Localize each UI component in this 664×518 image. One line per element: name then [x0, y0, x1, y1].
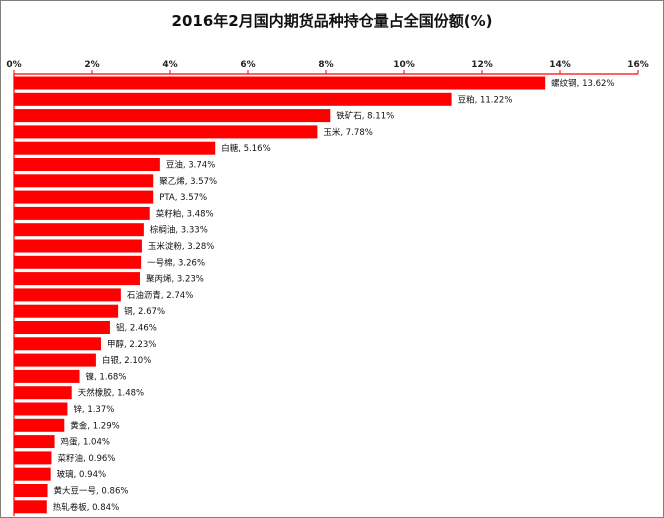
bar — [14, 141, 216, 155]
data-label: 镍, 1.68% — [86, 371, 127, 382]
data-label: 聚乙烯, 3.57% — [159, 176, 217, 187]
data-label: 玉米, 7.78% — [323, 127, 372, 138]
bar — [14, 304, 119, 318]
bar — [14, 386, 72, 400]
bar — [14, 125, 318, 139]
data-label: 锌, 1.37% — [73, 404, 114, 415]
data-label: 豆油, 3.74% — [166, 160, 215, 171]
bar — [14, 174, 154, 188]
bar — [14, 223, 144, 237]
bar — [14, 190, 154, 204]
x-tick-label: 12% — [471, 60, 493, 70]
bar — [14, 467, 51, 481]
data-label: 菜籽油, 0.96% — [57, 453, 115, 464]
x-tick-label: 2% — [84, 60, 99, 70]
x-tick-label: 0% — [6, 60, 21, 70]
bar — [14, 353, 96, 367]
bar — [14, 484, 48, 497]
bar — [14, 272, 140, 286]
bar — [14, 321, 110, 334]
data-label: 玉米淀粉, 3.28% — [148, 241, 214, 252]
x-tick-label: 16% — [627, 60, 649, 70]
bar — [14, 255, 142, 269]
bar — [14, 500, 47, 514]
bar — [14, 109, 331, 123]
data-label: 聚丙烯, 3.23% — [146, 274, 204, 285]
x-tick-label: 4% — [162, 60, 177, 70]
x-tick-label: 14% — [549, 60, 571, 70]
data-label: 鸡蛋, 1.04% — [61, 437, 110, 448]
data-label: 热轧卷板, 0.84% — [53, 502, 119, 513]
data-label: 天然橡胶, 1.48% — [78, 388, 144, 399]
data-label: 铝, 2.46% — [116, 323, 157, 334]
bar — [14, 337, 101, 351]
bar — [14, 435, 55, 449]
data-label: 一号棉, 3.26% — [147, 257, 205, 268]
bar — [14, 92, 452, 106]
bar — [14, 418, 65, 432]
bar — [14, 158, 160, 171]
bar — [14, 402, 68, 416]
bar — [14, 239, 142, 253]
data-label: 螺纹钢, 13.62% — [551, 78, 614, 89]
data-label: 菜籽粕, 3.48% — [156, 208, 214, 219]
data-label: 黄金, 1.29% — [70, 420, 119, 431]
chart-title: 2016年2月国内期货品种持仓量占全国份额(%) — [171, 12, 493, 30]
data-label: 铁矿石, 8.11% — [336, 111, 394, 122]
data-label: 棕榈油, 3.33% — [150, 225, 208, 236]
data-label: 白银, 2.10% — [102, 355, 151, 366]
bar — [14, 206, 150, 220]
data-label: 白糖, 5.16% — [221, 143, 270, 154]
bar — [14, 288, 121, 302]
data-label: 铜, 2.67% — [124, 306, 165, 317]
data-label: PTA, 3.57% — [159, 193, 207, 203]
x-tick-label: 10% — [393, 60, 415, 70]
data-label: 黄大豆一号, 0.86% — [54, 486, 129, 497]
data-label: 石油沥青, 2.74% — [127, 290, 193, 301]
bar — [14, 76, 546, 90]
bar — [14, 451, 52, 465]
x-tick-label: 8% — [318, 60, 333, 70]
data-label: 玻璃, 0.94% — [57, 469, 106, 480]
data-label: 甲醇, 2.23% — [107, 339, 156, 350]
x-tick-label: 6% — [240, 60, 255, 70]
data-label: 豆粕, 11.22% — [458, 94, 513, 105]
bar — [14, 369, 80, 383]
